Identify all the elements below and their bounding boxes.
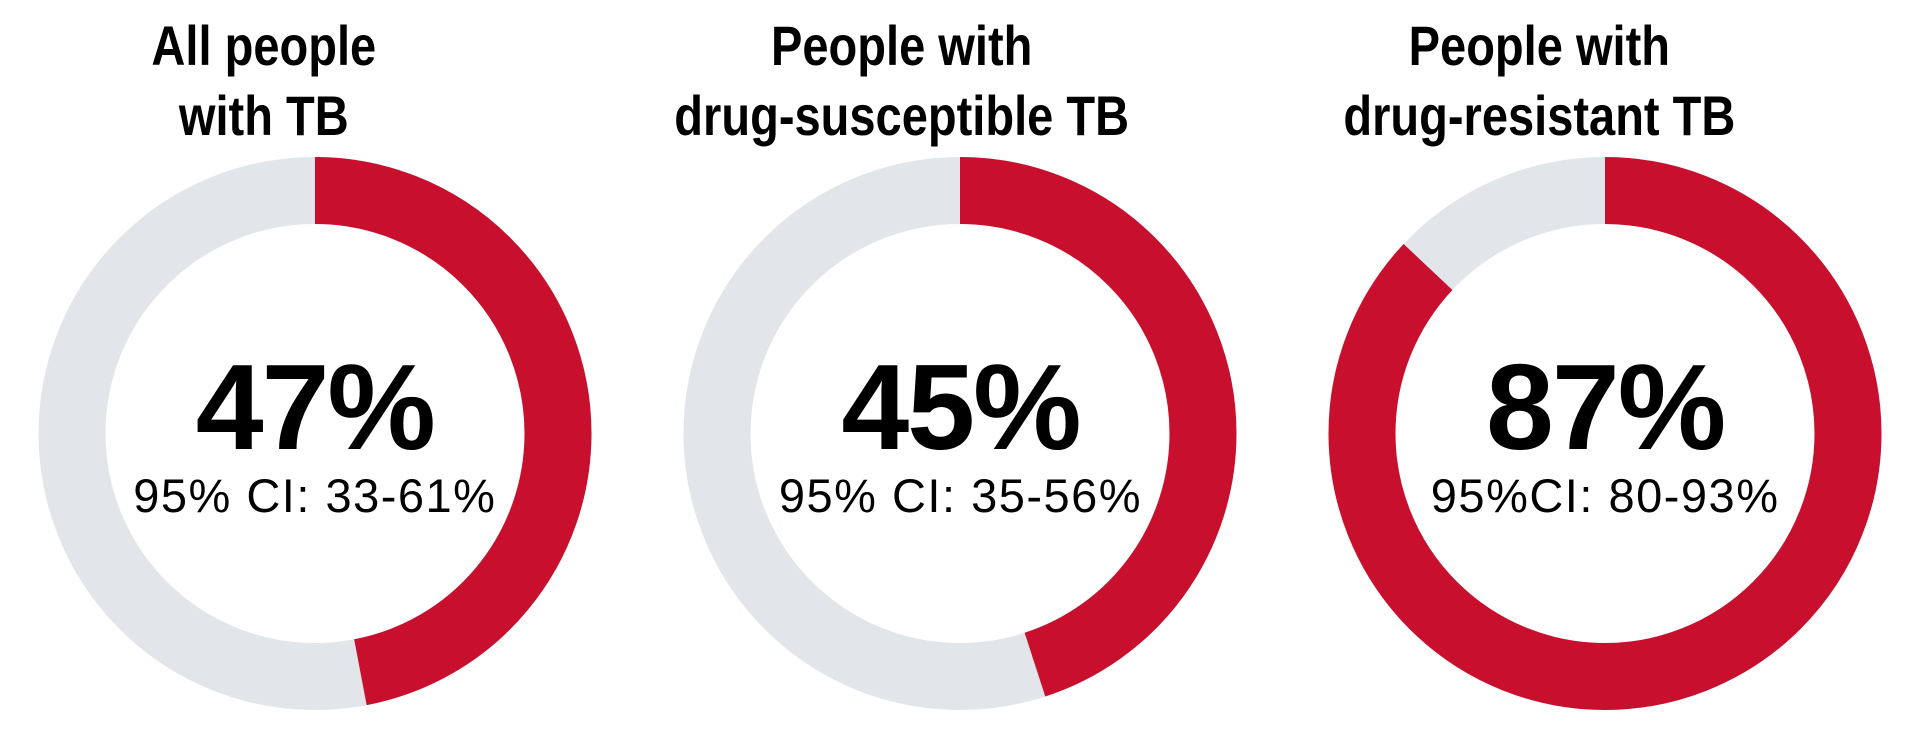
chart-title-text: People with drug-susceptible TB [674, 11, 1129, 151]
donut-center-label: 47% 95% CI: 33-61% [133, 346, 496, 522]
value-percentage: 45% [841, 339, 1081, 476]
chart-title-line1: People with [770, 14, 1033, 77]
confidence-interval: 95%CI: 80-93% [1430, 469, 1780, 523]
donut-chart [1328, 157, 1882, 710]
chart-title-text: All people with TB [151, 11, 376, 151]
chart-title-line2: with TB [178, 84, 349, 147]
chart-all-people-with-tb: All people with TB 47% 95% CI: 33-61% [0, 0, 638, 739]
donut-value-arc [683, 157, 1237, 710]
chart-title: People with drug-susceptible TB [638, 11, 1276, 151]
chart-title-line1: People with [1408, 14, 1670, 77]
donut-center-label: 45% 95% CI: 35-56% [779, 346, 1142, 522]
chart-drug-susceptible-tb: People with drug-susceptible TB 45% 95% … [638, 0, 1276, 739]
value-percentage: 87% [1486, 339, 1726, 476]
donut-center-label: 87% 95%CI: 80-93% [1431, 346, 1780, 522]
chart-title-text: People with drug-resistant TB [1343, 11, 1735, 151]
chart-title: People with drug-resistant TB [1275, 11, 1913, 151]
value-percentage: 47% [195, 339, 436, 476]
chart-title-line2: drug-resistant TB [1343, 84, 1736, 147]
confidence-interval: 95% CI: 35-56% [778, 469, 1143, 523]
donut-chart [38, 157, 592, 710]
chart-title: All people with TB [0, 11, 638, 151]
donut-value-arc [1328, 157, 1882, 710]
donut-chart [683, 157, 1237, 710]
chart-title-line1: All people [151, 14, 377, 77]
donut-value-arc [38, 157, 592, 710]
chart-drug-resistant-tb: People with drug-resistant TB 87% 95%CI:… [1275, 0, 1913, 739]
confidence-interval: 95% CI: 33-61% [133, 469, 497, 523]
chart-title-line2: drug-susceptible TB [674, 84, 1129, 147]
